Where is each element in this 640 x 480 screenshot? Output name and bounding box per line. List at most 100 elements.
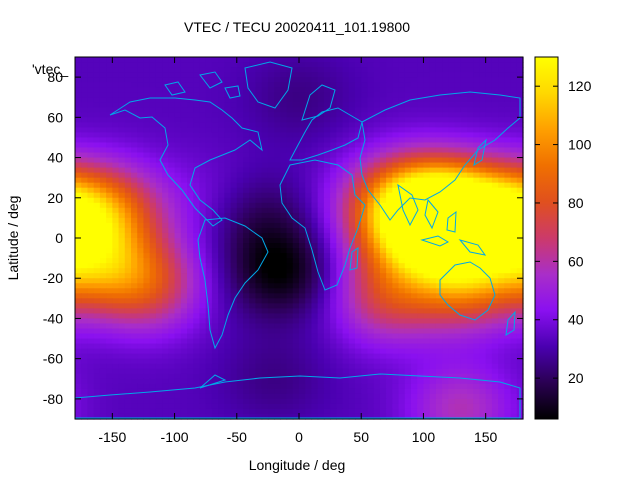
heatmap-cell (392, 167, 400, 174)
heatmap-cell (168, 388, 176, 395)
heatmap-cell (180, 202, 188, 209)
heatmap-cell (211, 142, 219, 149)
heatmap-cell (93, 293, 101, 299)
heatmap-cell (398, 398, 406, 405)
heatmap-cell (323, 57, 331, 63)
heatmap-cell (99, 222, 107, 229)
heatmap-cell (330, 62, 337, 68)
heatmap-cell (230, 398, 238, 405)
heatmap-cell (398, 268, 406, 274)
heatmap-cell (460, 378, 468, 385)
heatmap-cell (330, 142, 337, 149)
heatmap-cell (81, 172, 89, 179)
heatmap-cell (435, 157, 443, 164)
heatmap-cell (355, 288, 362, 294)
heatmap-cell (367, 187, 375, 194)
heatmap-cell (454, 227, 462, 234)
heatmap-cell (516, 132, 524, 139)
heatmap-cell (75, 122, 82, 128)
heatmap-cell (498, 192, 505, 199)
heatmap-cell (149, 293, 157, 299)
heatmap-cell (174, 303, 182, 309)
heatmap-cell (124, 232, 132, 239)
heatmap-cell (75, 398, 82, 405)
heatmap-cell (355, 248, 362, 254)
heatmap-cell (93, 227, 101, 234)
heatmap-cell (199, 217, 207, 224)
heatmap-cell (479, 57, 487, 63)
heatmap-cell (261, 227, 269, 234)
heatmap-cell (180, 127, 188, 134)
heatmap-cell (510, 127, 518, 134)
heatmap-cell (479, 217, 487, 224)
heatmap-cell (149, 207, 157, 214)
heatmap-cell (348, 62, 356, 68)
heatmap-cell (274, 368, 281, 375)
heatmap-cell (249, 57, 257, 63)
heatmap-cell (386, 298, 393, 304)
heatmap-cell (162, 323, 169, 330)
heatmap-cell (342, 77, 350, 83)
heatmap-cell (404, 192, 412, 199)
heatmap-cell (93, 182, 101, 189)
heatmap-cell (479, 243, 487, 249)
heatmap-cell (323, 283, 331, 289)
heatmap-cell (274, 117, 281, 123)
heatmap-cell (274, 353, 281, 360)
heatmap-cell (516, 117, 524, 123)
heatmap-cell (367, 142, 375, 149)
heatmap-cell (367, 62, 375, 68)
heatmap-cell (423, 122, 431, 128)
heatmap-cell (361, 373, 369, 380)
heatmap-cell (93, 283, 101, 289)
heatmap-cell (143, 67, 151, 73)
heatmap-cell (429, 97, 437, 103)
heatmap-cell (131, 217, 138, 224)
heatmap-cell (305, 348, 313, 355)
heatmap-cell (81, 232, 89, 239)
heatmap-cell (392, 283, 400, 289)
heatmap-cell (355, 363, 362, 370)
heatmap-cell (417, 227, 425, 234)
heatmap-cell (404, 112, 412, 118)
heatmap-cell (498, 288, 505, 294)
heatmap-cell (411, 162, 418, 169)
heatmap-cell (510, 212, 518, 219)
heatmap-cell (205, 102, 213, 108)
heatmap-cell (411, 102, 418, 108)
heatmap-cell (180, 212, 188, 219)
heatmap-cell (168, 343, 176, 350)
heatmap-cell (348, 132, 356, 139)
heatmap-cell (373, 122, 381, 128)
heatmap-cell (261, 182, 269, 189)
heatmap-cell (230, 217, 238, 224)
heatmap-cell (454, 147, 462, 154)
heatmap-cell (485, 127, 493, 134)
heatmap-cell (118, 313, 126, 320)
heatmap-cell (255, 92, 263, 98)
heatmap-cell (255, 318, 263, 325)
heatmap-cell (379, 328, 387, 335)
heatmap-cell (155, 132, 163, 139)
heatmap-cell (168, 318, 176, 325)
heatmap-cell (460, 72, 468, 78)
heatmap-cell (361, 107, 369, 113)
heatmap-cell (510, 87, 518, 93)
heatmap-cell (454, 253, 462, 259)
heatmap-cell (243, 333, 250, 340)
heatmap-cell (118, 278, 126, 284)
heatmap-cell (485, 62, 493, 68)
heatmap-cell (473, 82, 481, 88)
heatmap-cell (218, 172, 225, 179)
heatmap-cell (417, 358, 425, 365)
heatmap-cell (411, 207, 418, 214)
heatmap-cell (504, 358, 512, 365)
heatmap-cell (112, 92, 120, 98)
heatmap-cell (106, 202, 113, 209)
heatmap-cell (168, 127, 176, 134)
heatmap-cell (498, 368, 505, 375)
heatmap-cell (131, 142, 138, 149)
heatmap-cell (429, 197, 437, 204)
heatmap-cell (205, 368, 213, 375)
heatmap-cell (149, 248, 157, 254)
